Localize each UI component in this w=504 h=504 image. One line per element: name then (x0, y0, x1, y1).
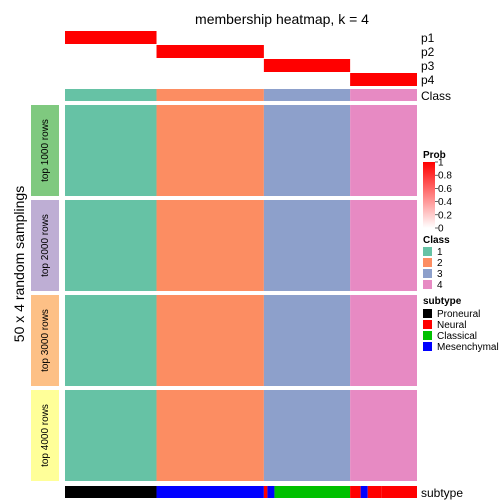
row-group-label-box-2 (31, 200, 59, 291)
subtype-segment-neural (350, 486, 361, 498)
subtype-segment-neural (367, 486, 382, 498)
class-annotation-row: Class (65, 89, 451, 103)
subtype-segment-proneural (65, 486, 157, 498)
subtype-legend-swatch-classical (423, 331, 432, 340)
heatmap-cell-block-group1-class1 (65, 105, 157, 196)
prob-legend: Prob 1 0.8 0.6 0.4 0.2 0 (423, 150, 452, 235)
prob-legend-gradient (423, 162, 435, 228)
class-annotation-segment-3 (263, 89, 351, 101)
subtype-segment-classical (274, 486, 351, 498)
subtype-legend-label-neural: Neural (437, 320, 466, 331)
row-annotation-label-p4: p4 (421, 73, 435, 87)
heatmap-cell-block-group4-class1 (65, 390, 157, 481)
row-group-label-4: top 4000 rows (40, 404, 51, 467)
subtype-segment-mesenchymal (360, 486, 368, 498)
class-annotation-segment-2 (156, 89, 264, 101)
heatmap-cell-block-group3-class3 (263, 295, 351, 386)
heatmap-cell-block-group3-class1 (65, 295, 157, 386)
row-group-label-1: top 1000 rows (40, 119, 51, 182)
row-group-label-box-4 (31, 390, 59, 481)
prob-legend-tick-label: 0.2 (438, 210, 452, 221)
class-legend-label-1: 1 (437, 247, 443, 258)
subtype-legend-title: subtype (423, 296, 462, 307)
row-annotation-label-p1: p1 (421, 31, 435, 45)
prob-row-p3-block (263, 59, 351, 72)
row-group-label-3: top 3000 rows (40, 309, 51, 372)
prob-row-p4-block (350, 73, 417, 86)
subtype-legend-label-classical: Classical (437, 331, 477, 342)
subtype-segment-mesenchymal (267, 486, 275, 498)
prob-legend-tick-label: 0.8 (438, 171, 452, 182)
class-annotation-segment-1 (65, 89, 157, 101)
class-legend-swatch-1 (423, 247, 432, 256)
heatmap-body (65, 105, 417, 481)
heatmap-cell-block-group4-class2 (156, 390, 264, 481)
prob-legend-title: Prob (423, 150, 446, 161)
row-group-label-2: top 2000 rows (40, 214, 51, 277)
subtype-annotation-label: subtype (421, 486, 463, 500)
heatmap-cell-block-group2-class2 (156, 200, 264, 291)
prob-row-p2-block (156, 45, 264, 58)
row-group-label-box-3 (31, 295, 59, 386)
subtype-legend-label-mesenchymal: Mesenchymal (437, 342, 499, 353)
row-group-labels: top 1000 rows top 2000 rows top 3000 rows t… (31, 105, 59, 481)
class-legend-label-2: 2 (437, 258, 443, 269)
subtype-legend-label-proneural: Proneural (437, 309, 480, 320)
subtype-annotation-row: subtype (65, 486, 463, 500)
heatmap-cell-block-group1-class3 (263, 105, 351, 196)
heatmap-cell-block-group3-class2 (156, 295, 264, 386)
subtype-legend-swatch-proneural (423, 309, 432, 318)
class-legend-label-3: 3 (437, 269, 443, 280)
class-legend-swatch-2 (423, 258, 432, 267)
class-legend-title: Class (423, 235, 450, 246)
subtype-legend-swatch-mesenchymal (423, 342, 432, 351)
heatmap-cell-block-group1-class4 (350, 105, 417, 196)
heatmap-cell-block-group4-class4 (350, 390, 417, 481)
prob-legend-tick-label: 0 (438, 224, 444, 235)
row-annotation-label-class: Class (421, 89, 451, 103)
class-annotation-segment-4 (350, 89, 417, 101)
subtype-segment-mesenchymal (156, 486, 264, 498)
class-legend-swatch-4 (423, 280, 432, 289)
subtype-segment-neural (263, 486, 268, 498)
row-annotation-label-p2: p2 (421, 45, 435, 59)
prob-row-p1-block (65, 31, 157, 44)
prob-legend-tick-label: 1 (438, 158, 444, 169)
prob-legend-tick-label: 0.4 (438, 197, 452, 208)
subtype-segment-neural (381, 486, 417, 498)
heatmap-cell-block-group4-class3 (263, 390, 351, 481)
heatmap-cell-block-group2-class4 (350, 200, 417, 291)
subtype-legend: subtype ProneuralNeuralClassicalMesenchy… (423, 296, 499, 353)
prob-legend-tick-label: 0.6 (438, 184, 452, 195)
heatmap-cell-block-group3-class4 (350, 295, 417, 386)
heatmap-cell-block-group1-class2 (156, 105, 264, 196)
chart-title: membership heatmap, k = 4 (195, 11, 369, 27)
heatmap-cell-block-group2-class3 (263, 200, 351, 291)
y-axis-label: 50 x 4 random samplings (11, 186, 27, 342)
subtype-legend-swatch-neural (423, 320, 432, 329)
class-legend-label-4: 4 (437, 280, 443, 291)
row-group-label-box-1 (31, 105, 59, 196)
class-legend-swatch-3 (423, 269, 432, 278)
row-annotation-label-p3: p3 (421, 59, 435, 73)
heatmap-cell-block-group2-class1 (65, 200, 157, 291)
